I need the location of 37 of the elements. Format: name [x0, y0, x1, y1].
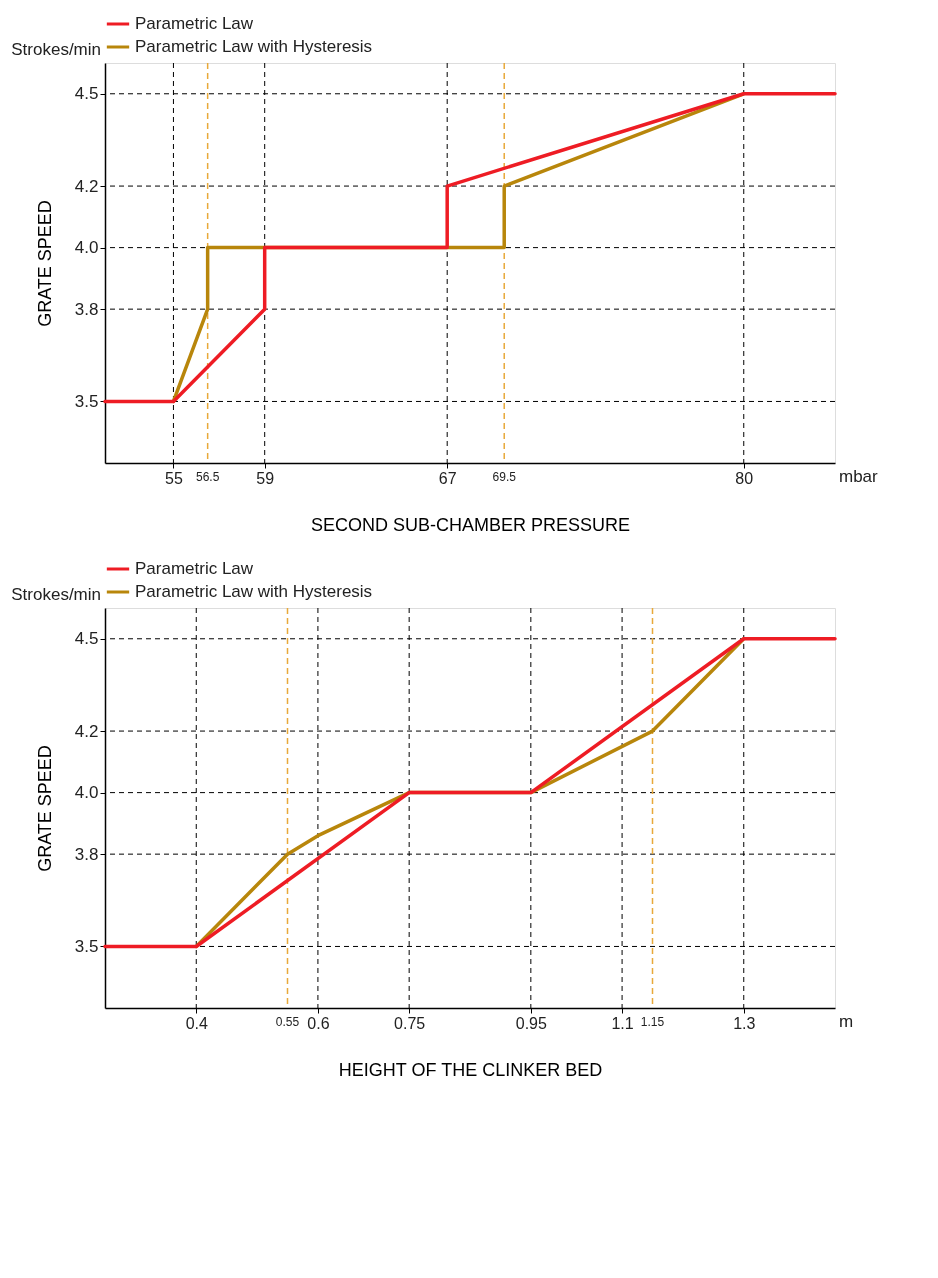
y-tick-label: 3.8 [74, 299, 99, 319]
text: Strokes/min [11, 585, 101, 604]
y-axis-title: GRATE SPEED [34, 745, 55, 872]
y-tick-label: 4.0 [74, 238, 99, 258]
x-tick-label: 0.6 [307, 1014, 330, 1032]
x-tick-label: 1.3 [733, 1014, 756, 1032]
ref-line-label: 1.15 [640, 1015, 665, 1029]
x-tick-label: 67 [438, 469, 457, 487]
x-tick-label: 0.75 [394, 1014, 426, 1032]
legend-label: Parametric Law [135, 559, 254, 578]
legend-label: Parametric Law with Hysteresis [135, 582, 373, 601]
legend-label: Parametric Law [135, 14, 254, 33]
x-tick-label: 0.95 [515, 1014, 548, 1032]
y-tick-label: 3.8 [74, 844, 99, 864]
x-tick-label: 0.4 [185, 1014, 208, 1032]
text: Strokes/min [11, 40, 101, 59]
ref-line-label: 69.5 [492, 470, 517, 484]
y-axis-title: GRATE SPEED [34, 200, 55, 327]
text: m [839, 1012, 854, 1031]
line-series [103, 92, 837, 404]
y-tick-label: 4.0 [74, 783, 99, 803]
x-axis-title: SECOND SUB-CHAMBER PRESSURE [310, 514, 631, 535]
x-tick-label: 55 [165, 469, 183, 487]
x-tick-label: 1.1 [611, 1014, 634, 1032]
legend-label: Parametric Law with Hysteresis [135, 37, 373, 56]
ref-line-label: 56.5 [195, 470, 220, 484]
y-tick-label: 4.2 [74, 721, 99, 741]
y-tick-label: 3.5 [74, 936, 99, 956]
x-tick-label: 59 [256, 469, 275, 487]
x-axis-title: HEIGHT OF THE CLINKER BED [338, 1059, 603, 1080]
ref-line-label: 0.55 [275, 1015, 300, 1029]
x-tick-label: 80 [735, 469, 754, 487]
y-tick-label: 3.5 [74, 391, 99, 411]
y-tick-label: 4.5 [74, 84, 99, 104]
text: mbar [839, 467, 879, 486]
y-tick-label: 4.2 [74, 176, 99, 196]
y-tick-label: 4.5 [74, 629, 99, 649]
